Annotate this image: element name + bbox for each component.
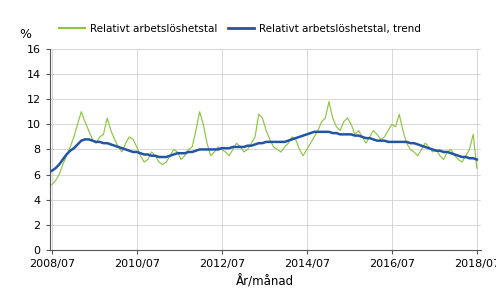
Legend: Relativt arbetslöshetstal, Relativt arbetslöshetstal, trend: Relativt arbetslöshetstal, Relativt arbe… <box>55 20 425 38</box>
X-axis label: År/månad: År/månad <box>236 275 295 288</box>
Text: %: % <box>19 28 31 41</box>
